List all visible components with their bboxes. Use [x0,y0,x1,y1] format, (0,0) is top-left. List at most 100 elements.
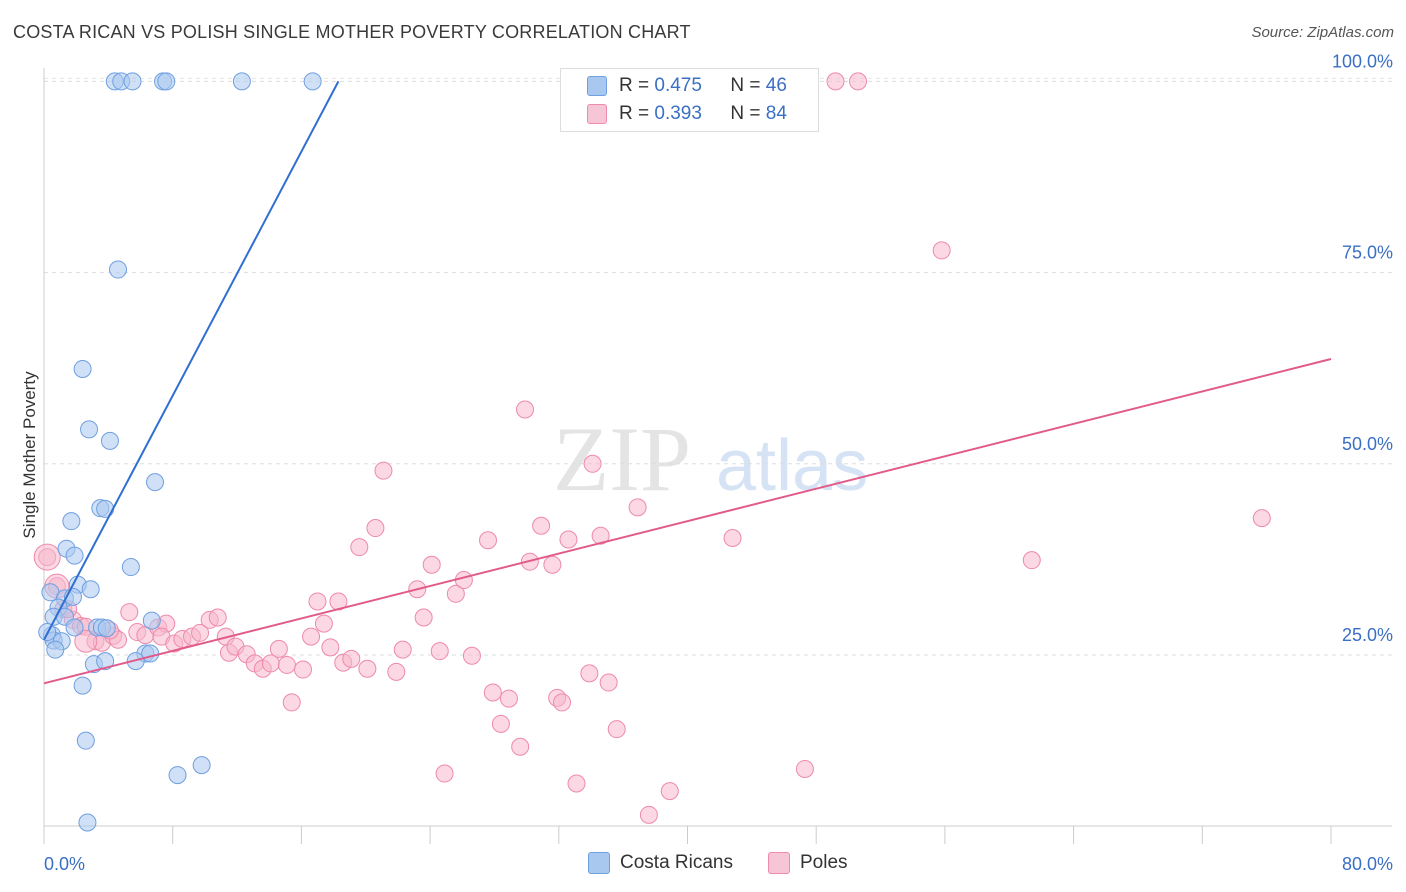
costa-ricans-point [100,431,119,450]
watermark: ZIP atlas [553,408,868,510]
costa-ricans-point [303,72,322,91]
poles-point [583,454,602,473]
poles-point [580,664,599,683]
costa-ricans-point [157,72,176,91]
poles-point [321,638,340,657]
poles-point [435,764,454,783]
bottom-legend-swatch-pink [768,852,790,874]
costa-ricans-point [146,473,165,492]
tick-labels: 25.0% 50.0% 75.0% 100.0% 0.0% 80.0% [44,51,1393,874]
poles-point [294,660,313,679]
poles-point [795,759,814,778]
costa-ricans-point [73,676,92,695]
poles-point [511,737,530,756]
legend: R = 0.475 N = 46 R = 0.393 N = 84 [560,68,819,132]
legend-row-poles: R = 0.393 N = 84 [587,101,787,127]
poles-point [191,623,210,642]
poles-point [454,571,473,590]
poles-point [282,693,301,712]
legend-swatch-pink [587,104,607,124]
gridlines [44,77,1392,656]
poles-point-large [74,629,98,653]
costa-ricans-point [81,580,100,599]
costa-ricans-point [109,260,128,279]
legend-r-value: 0.475 [654,75,702,96]
y-tick-label: 75.0% [1342,243,1393,263]
poles-point [559,530,578,549]
poles-point [532,516,551,535]
poles-point [479,531,498,550]
poles-point [387,662,406,681]
poles-point [499,689,518,708]
poles-point [302,627,321,646]
poles-point [660,782,679,801]
legend-n-value: 46 [765,75,787,96]
costa-ricans-point [46,640,65,659]
costa-ricans-point [73,359,92,378]
poles-point [314,614,333,633]
bottom-legend-swatch-blue [588,852,610,874]
poles-point [430,642,449,661]
trend-lines [43,80,1332,685]
poles-point [374,461,393,480]
y-tick-label: 50.0% [1342,434,1393,454]
costa-ricans-point [123,72,142,91]
watermark-atlas: atlas [716,426,868,506]
bottom-legend-costa-ricans: Costa Ricans [588,852,733,874]
poles-point [350,538,369,557]
poles-point [422,555,441,574]
costa-ricans-point [96,652,115,671]
poles-trend-line [43,358,1332,685]
poles-point [1252,509,1271,528]
source-label: Source: ZipAtlas.com [1251,24,1394,41]
poles-point [543,555,562,574]
costa-ricans-trend-line [43,80,340,641]
costa-ricans-points [38,72,322,832]
poles-point [1022,551,1041,570]
costa-ricans-point [96,499,115,518]
legend-r-label: R = [619,75,650,96]
costa-ricans-point [232,72,251,91]
poles-point [723,528,742,547]
bottom-legend-poles: Poles [768,852,848,874]
costa-ricans-point [121,558,140,577]
bottom-legend-label: Costa Ricans [620,852,733,873]
poles-point [628,498,647,517]
legend-n-label: N = [730,103,761,124]
y-tick-label: 100.0% [1332,51,1393,71]
chart-title: COSTA RICAN VS POLISH SINGLE MOTHER POVE… [13,22,691,42]
costa-ricans-point [65,546,84,565]
poles-point [567,774,586,793]
costa-ricans-point [192,756,211,775]
bottom-legend-label: Poles [800,852,848,873]
watermark-zip: ZIP [553,408,691,510]
legend-r-label: R = [619,103,650,124]
costa-ricans-point [65,618,84,637]
costa-ricans-point [76,731,95,750]
costa-ricans-point [78,813,97,832]
poles-point [607,720,626,739]
poles-point [208,608,227,627]
costa-ricans-point [142,611,161,630]
poles-point [393,640,412,659]
poles-point [591,526,610,545]
poles-point [358,659,377,678]
poles-point [849,72,868,91]
poles-point [120,603,139,622]
poles-point [599,673,618,692]
poles-point [491,714,510,733]
y-tick-label: 25.0% [1342,625,1393,645]
poles-point [366,519,385,538]
poles-point [483,683,502,702]
poles-point [553,693,572,712]
poles-point [462,646,481,665]
poles-point [826,72,845,91]
poles-point [308,592,327,611]
poles-point [516,400,535,419]
legend-n-label: N = [730,75,761,96]
poles-point [342,649,361,668]
legend-row-costa-ricans: R = 0.475 N = 46 [587,73,787,99]
costa-ricans-point [62,512,81,531]
x-tick-label-max: 80.0% [1342,854,1393,874]
